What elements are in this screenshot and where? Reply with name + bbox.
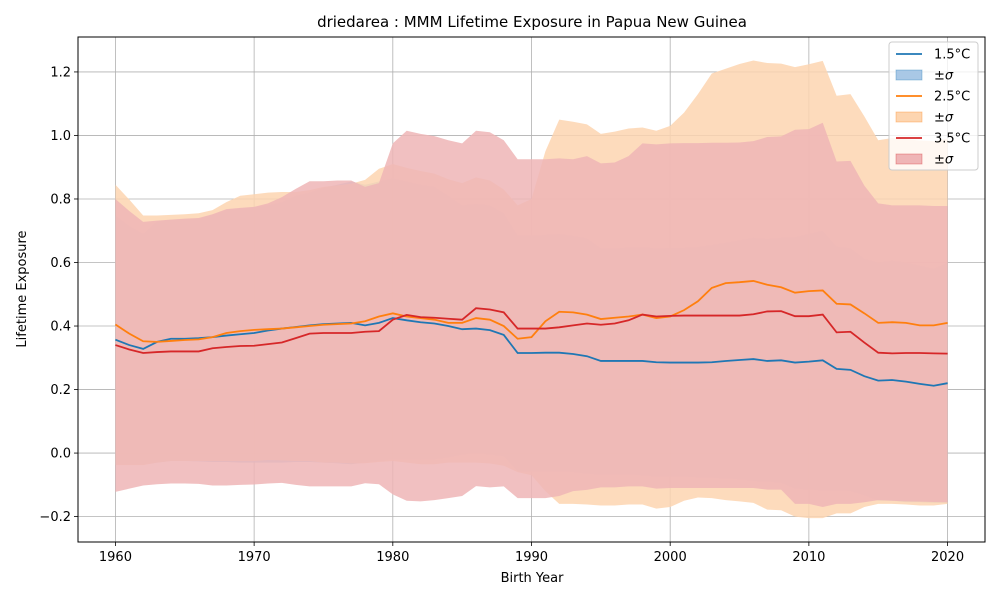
x-tick-label: 1960: [99, 550, 132, 565]
legend: 1.5°C ±σ 2.5°C ±σ 3.5°C ±σ: [888, 41, 979, 171]
x-tick-label: 1990: [515, 550, 548, 565]
y-tick-label: 0.0: [50, 447, 71, 462]
y-tick-label: 0.2: [50, 383, 71, 398]
x-tick-label: 1970: [238, 550, 271, 565]
legend-band-label: ±σ: [934, 111, 954, 126]
y-tick-label: 0.6: [50, 256, 71, 271]
x-tick-label: 2020: [931, 550, 964, 565]
x-axis: 1960 1970 1980 1990 2000 2010 2020: [99, 542, 964, 565]
legend-band-swatch: [895, 153, 923, 165]
legend-band-label: ±σ: [934, 69, 954, 84]
series-line-0: [115, 317, 948, 387]
legend-band-swatch: [895, 111, 923, 123]
y-tick-label: −0.2: [39, 510, 71, 525]
series-line-2: [115, 307, 948, 355]
band-2: [115, 122, 948, 508]
lines: [114, 280, 948, 387]
legend-label: 2.5°C: [934, 90, 970, 105]
chart-title: driedarea : MMM Lifetime Exposure in Pap…: [317, 13, 747, 31]
y-tick-label: 1.2: [50, 65, 71, 80]
x-axis-label: Birth Year: [501, 571, 565, 586]
y-axis: −0.2 0.0 0.2 0.4 0.6 0.8 1.0 1.2: [39, 65, 78, 525]
y-axis-label: Lifetime Exposure: [15, 230, 30, 347]
y-tick-label: 0.4: [50, 320, 71, 335]
y-tick-label: 1.0: [50, 129, 71, 144]
legend-label: 1.5°C: [934, 48, 970, 63]
legend-band-label: ±σ: [934, 153, 954, 168]
legend-band-swatch: [895, 69, 923, 81]
x-tick-label: 2010: [792, 550, 825, 565]
x-tick-label: 1980: [376, 550, 409, 565]
x-tick-label: 2000: [654, 550, 687, 565]
bands: [115, 60, 948, 519]
legend-label: 3.5°C: [934, 132, 970, 147]
y-tick-label: 0.8: [50, 192, 71, 207]
series-line-1: [114, 280, 948, 343]
